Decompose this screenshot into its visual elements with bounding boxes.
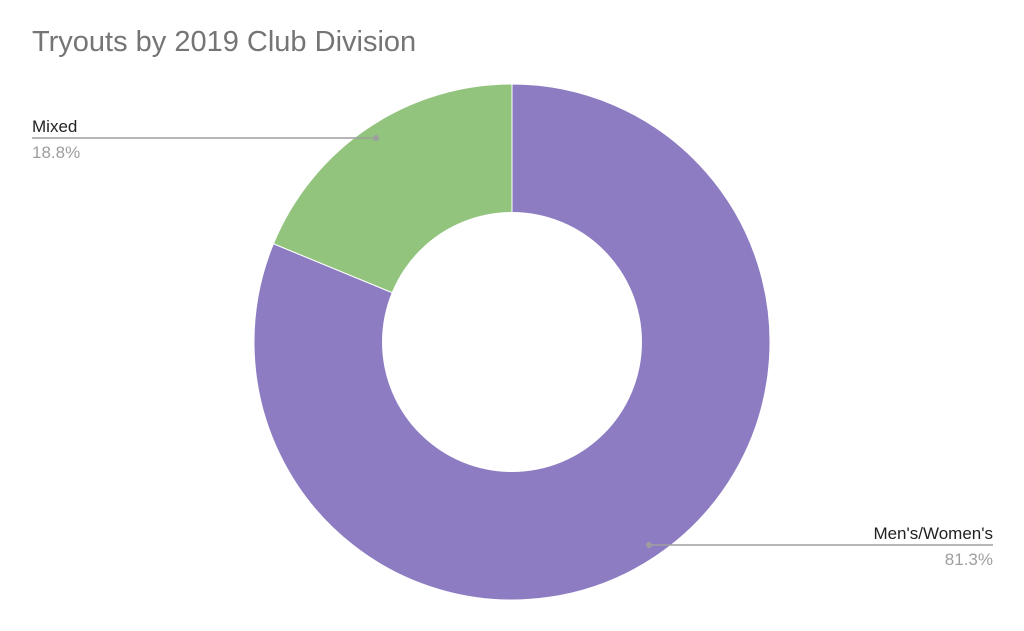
callout-dot-mens-womens	[646, 542, 652, 548]
chart-title: Tryouts by 2019 Club Division	[32, 26, 417, 58]
slice-percent-mens-womens: 81.3%	[945, 550, 993, 569]
donut-hole	[382, 212, 642, 472]
slice-percent-mixed: 18.8%	[32, 143, 80, 162]
callout-dot-mixed	[373, 135, 379, 141]
slice-label-mixed: Mixed	[32, 117, 77, 136]
callout-mens-womens: Men's/Women's 81.3%	[646, 524, 993, 569]
slice-label-mens-womens: Men's/Women's	[873, 524, 993, 543]
callout-mixed: Mixed 18.8%	[32, 117, 379, 162]
